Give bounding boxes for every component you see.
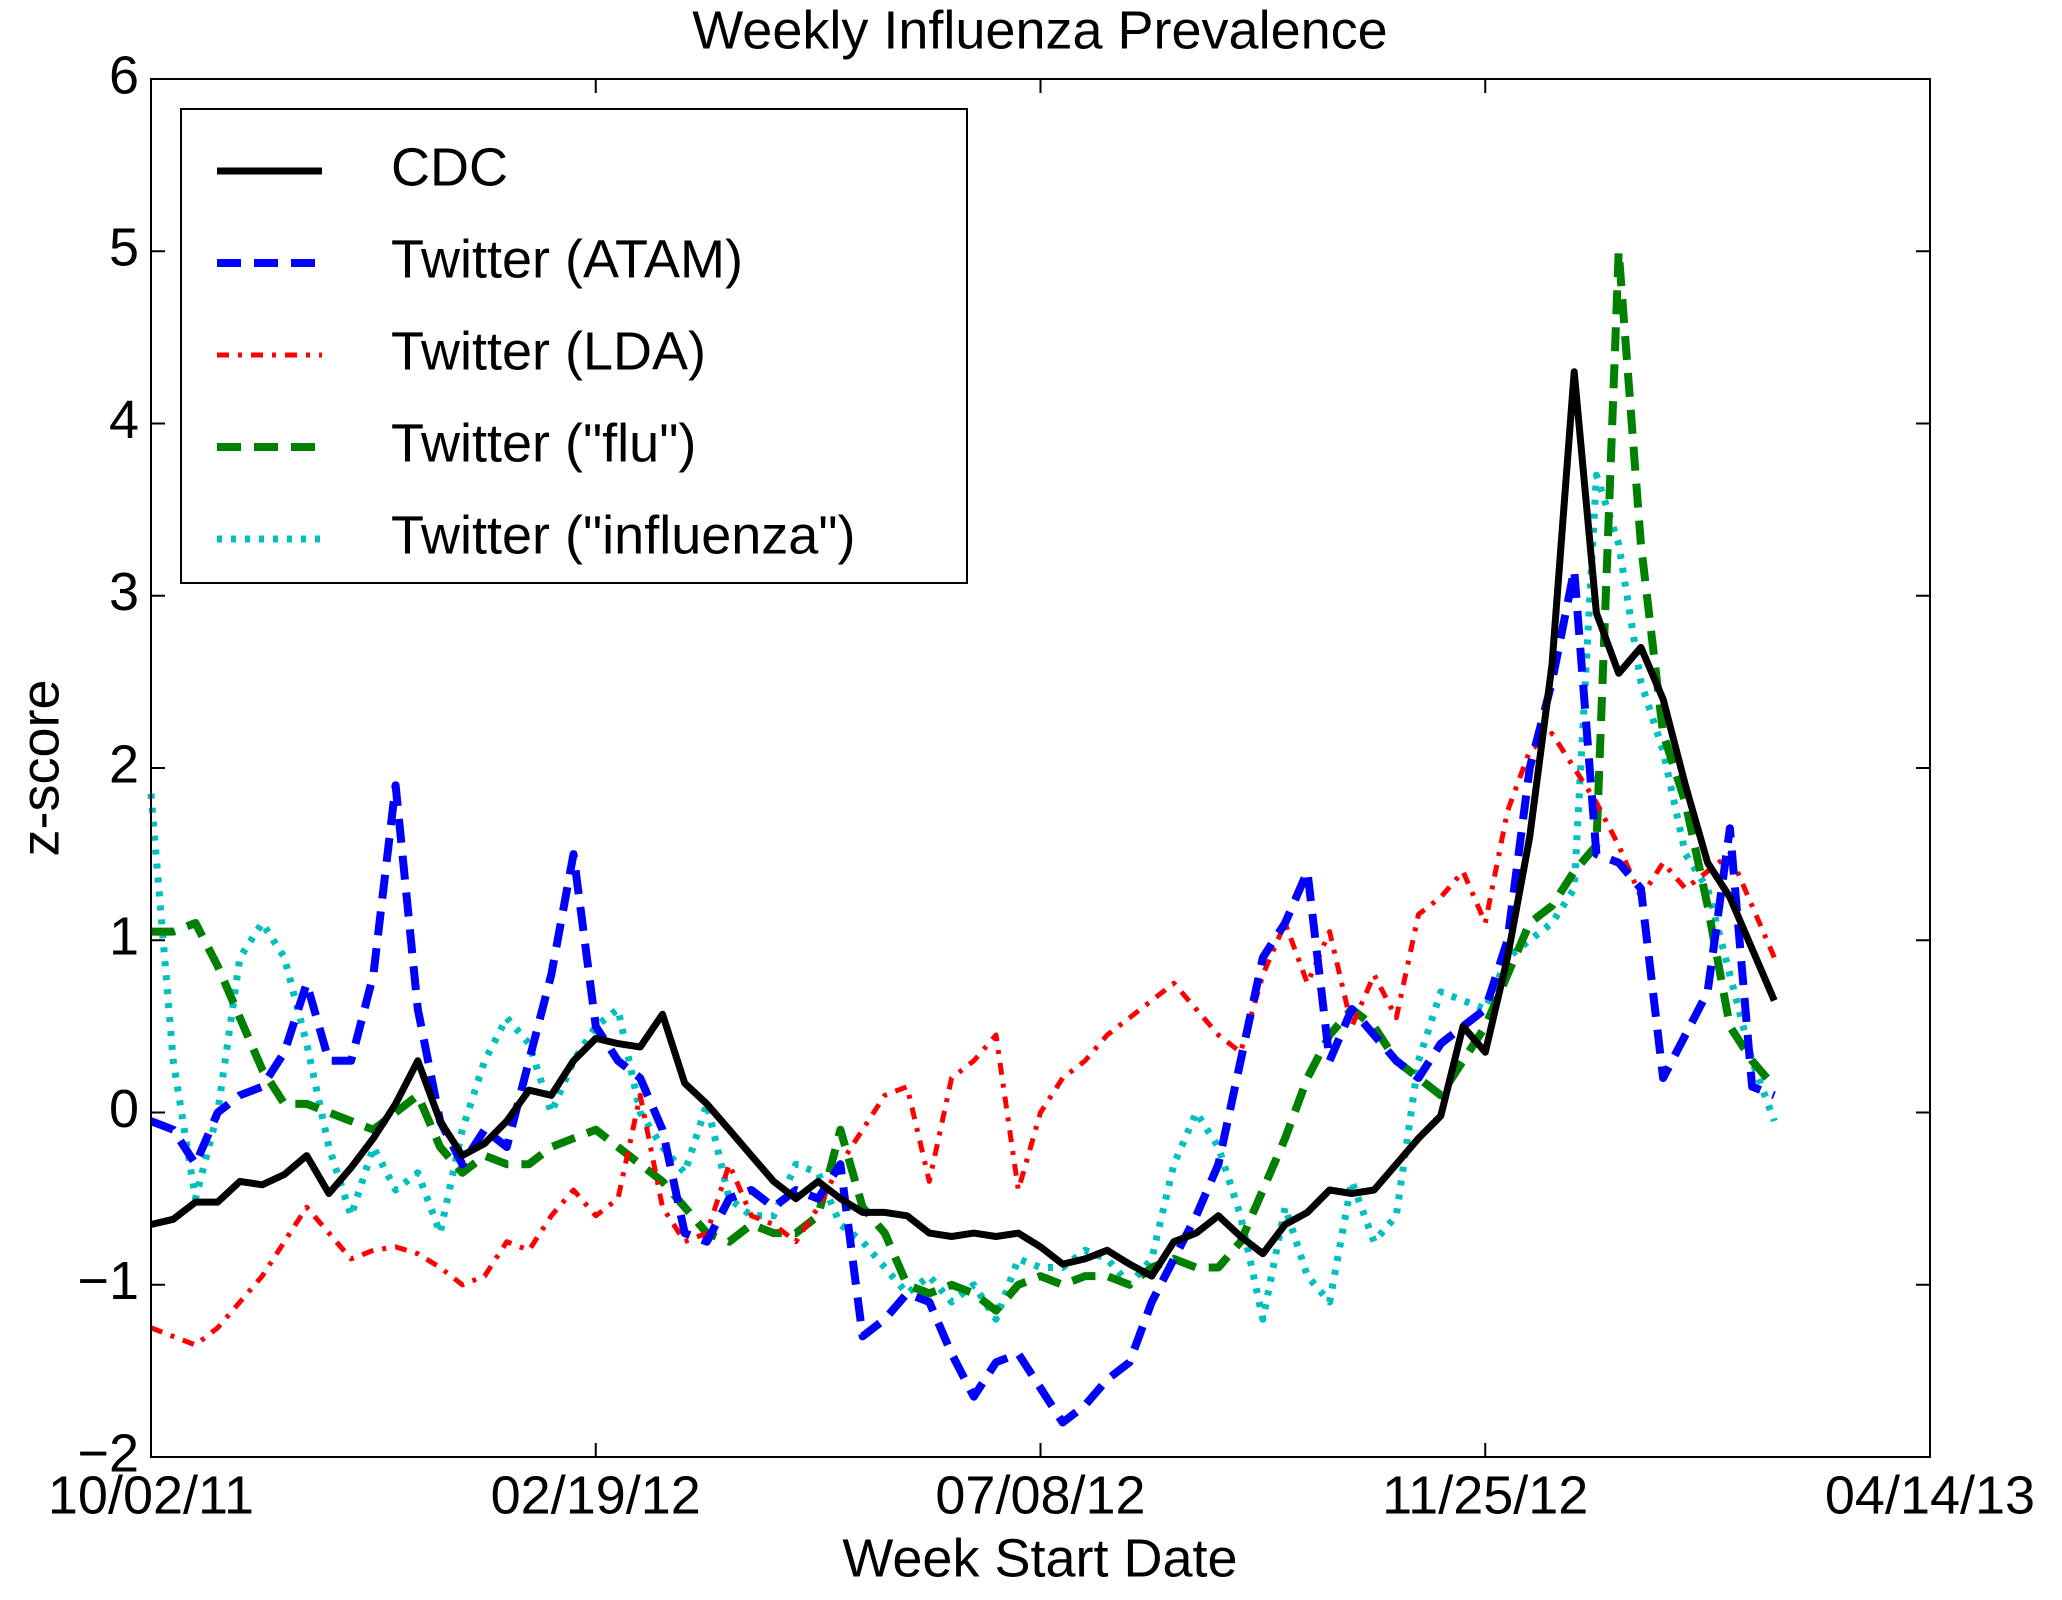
legend-label: Twitter (LDA) bbox=[391, 321, 706, 381]
legend-label: CDC bbox=[391, 137, 508, 197]
y-tick-label: 4 bbox=[109, 390, 139, 450]
legend-label: Twitter ("influenza") bbox=[391, 505, 855, 565]
y-axis-label: z-score bbox=[10, 679, 70, 856]
x-tick-label: 10/02/11 bbox=[48, 1465, 254, 1525]
x-tick-label: 07/08/12 bbox=[935, 1465, 1145, 1525]
legend-label: Twitter ("flu") bbox=[391, 413, 696, 473]
chart-title: Weekly Influenza Prevalence bbox=[692, 0, 1387, 60]
y-tick-label: −1 bbox=[77, 1251, 139, 1311]
y-tick-label: 1 bbox=[109, 907, 139, 967]
legend-label: Twitter (ATAM) bbox=[391, 229, 743, 289]
x-tick-label: 04/14/13 bbox=[1825, 1465, 2035, 1525]
y-tick-label: 2 bbox=[109, 734, 139, 794]
y-tick-label: 5 bbox=[109, 218, 139, 278]
legend-box bbox=[180, 108, 968, 584]
x-axis-label: Week Start Date bbox=[842, 1528, 1237, 1588]
y-tick-label: 0 bbox=[109, 1079, 139, 1139]
plot-frame bbox=[150, 78, 1931, 1458]
series-line bbox=[147, 471, 1778, 1323]
series-line bbox=[150, 368, 1778, 1280]
y-tick-label: 3 bbox=[109, 562, 139, 622]
y-tick-label: −2 bbox=[77, 1423, 139, 1483]
x-tick-label: 11/25/12 bbox=[1382, 1465, 1588, 1525]
series-line bbox=[149, 565, 1776, 1427]
y-tick-label: 6 bbox=[109, 45, 139, 105]
x-tick-label: 02/19/12 bbox=[491, 1465, 701, 1525]
